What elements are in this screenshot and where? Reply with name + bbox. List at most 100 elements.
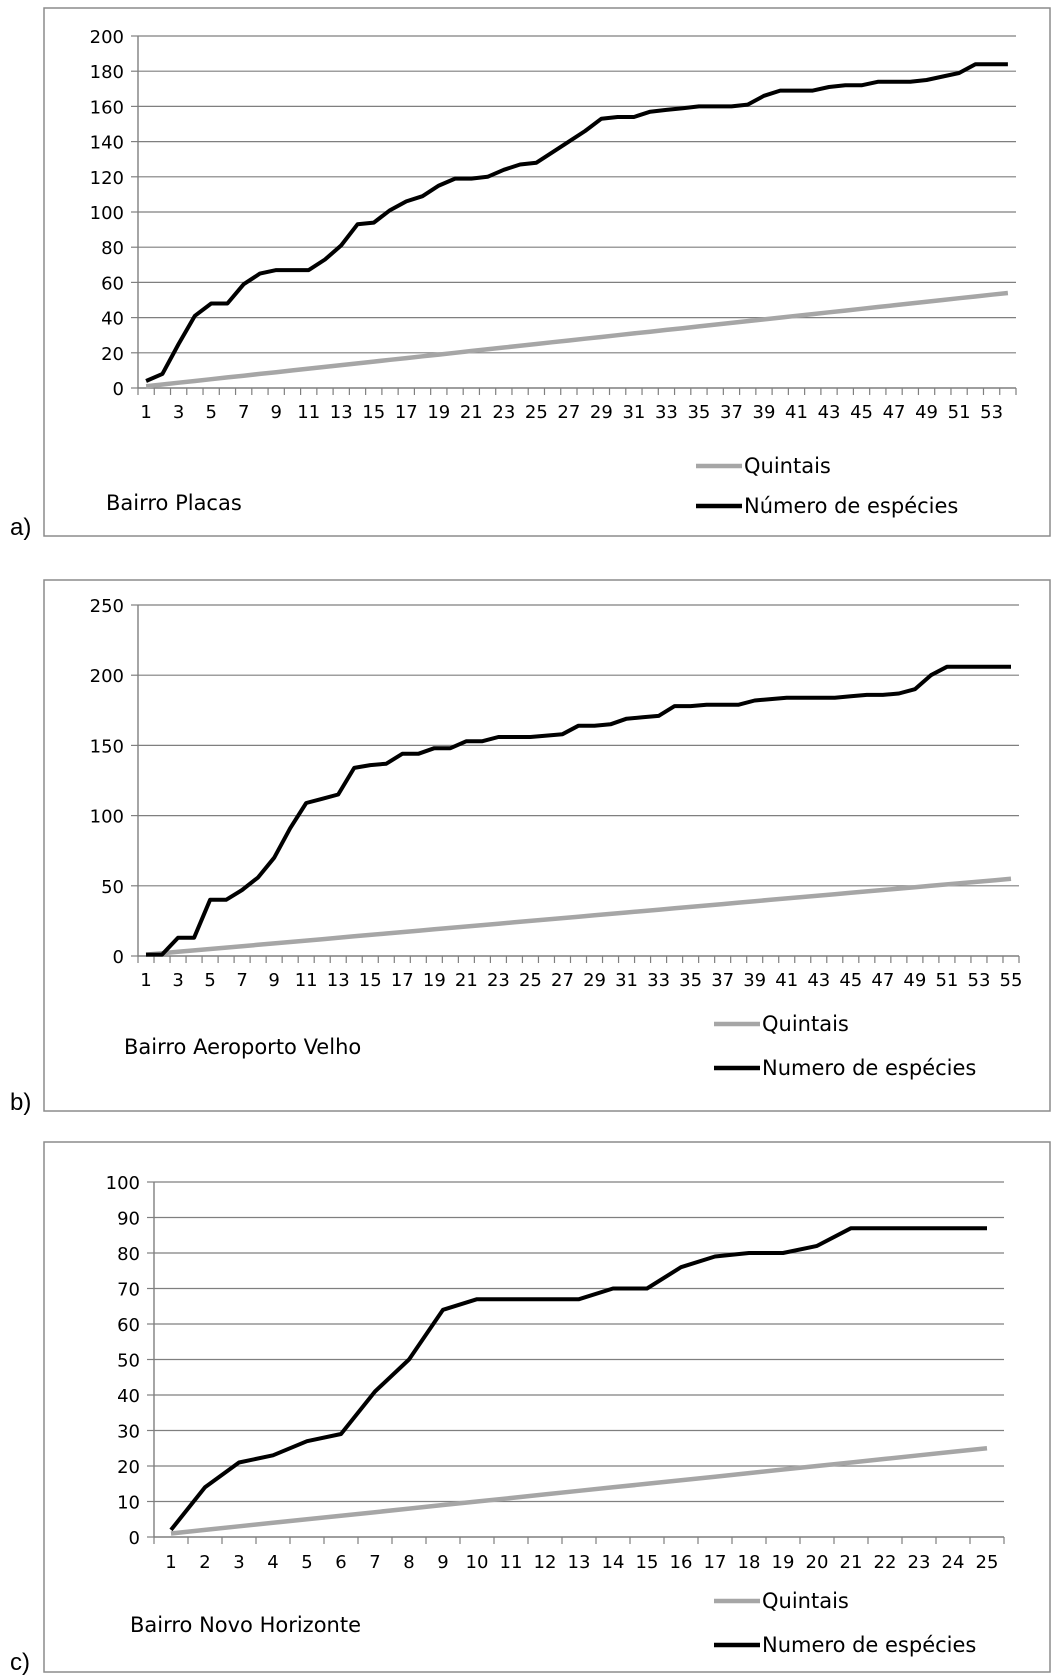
x-tick-label: 25 <box>525 402 548 423</box>
x-tick-label: 31 <box>615 970 638 991</box>
x-tick-label: 27 <box>557 402 580 423</box>
y-tick-label: 50 <box>117 1351 140 1372</box>
x-tick-label: 49 <box>903 970 926 991</box>
x-tick-label: 9 <box>268 970 279 991</box>
x-tick-label: 14 <box>602 1552 625 1573</box>
x-tick-label: 21 <box>460 402 483 423</box>
x-tick-label: 20 <box>806 1552 829 1573</box>
x-tick-label: 29 <box>590 402 613 423</box>
legend-label: Numero de espécies <box>762 1056 976 1080</box>
series-line-numero-especies <box>169 1226 987 1532</box>
x-tick-label: 9 <box>270 402 281 423</box>
y-tick-label: 80 <box>101 238 124 259</box>
y-tick-label: 150 <box>90 736 124 757</box>
legend-label: Quintais <box>762 1012 849 1036</box>
x-tick-label: 37 <box>711 970 734 991</box>
x-tick-label: 5 <box>205 402 216 423</box>
x-tick-label: 53 <box>980 402 1003 423</box>
x-tick-label: 33 <box>647 970 670 991</box>
y-tick-label: 160 <box>90 97 124 118</box>
series-line-numero-especies <box>146 664 1011 957</box>
x-tick-label: 25 <box>519 970 542 991</box>
series-line-quintais <box>170 1446 988 1536</box>
y-tick-label: 90 <box>117 1209 140 1230</box>
y-tick-label: 180 <box>90 62 124 83</box>
x-tick-label: 47 <box>883 402 906 423</box>
x-tick-label: 11 <box>500 1552 523 1573</box>
x-tick-label: 7 <box>238 402 249 423</box>
bairro-label: Bairro Aeroporto Velho <box>124 1035 361 1059</box>
y-tick-label: 60 <box>101 273 124 294</box>
x-tick-label: 29 <box>583 970 606 991</box>
panel-letter: b) <box>10 1089 31 1116</box>
y-tick-label: 80 <box>117 1244 140 1265</box>
chart-frame <box>43 1141 1051 1673</box>
y-tick-label: 100 <box>90 807 124 828</box>
x-tick-label: 47 <box>871 970 894 991</box>
legend-label: Número de espécies <box>744 494 958 518</box>
legend-label: Quintais <box>744 454 831 478</box>
y-tick-label: 100 <box>106 1173 140 1194</box>
panel-letter: a) <box>10 514 31 541</box>
y-tick-label: 60 <box>117 1315 140 1336</box>
x-tick-label: 11 <box>297 402 320 423</box>
x-tick-label: 37 <box>720 402 743 423</box>
x-tick-label: 45 <box>850 402 873 423</box>
x-tick-label: 17 <box>391 970 414 991</box>
x-tick-label: 4 <box>267 1552 278 1573</box>
series-line-quintais <box>145 876 1012 957</box>
x-tick-label: 23 <box>487 970 510 991</box>
y-tick-label: 0 <box>113 947 124 968</box>
x-tick-label: 35 <box>679 970 702 991</box>
bairro-label: Bairro Novo Horizonte <box>130 1613 361 1637</box>
x-tick-label: 19 <box>423 970 446 991</box>
x-tick-label: 10 <box>466 1552 489 1573</box>
x-tick-label: 19 <box>772 1552 795 1573</box>
x-tick-label: 39 <box>743 970 766 991</box>
y-tick-label: 20 <box>117 1457 140 1478</box>
x-tick-label: 23 <box>492 402 515 423</box>
x-tick-label: 45 <box>839 970 862 991</box>
x-tick-label: 12 <box>534 1552 557 1573</box>
x-tick-label: 18 <box>738 1552 761 1573</box>
x-tick-label: 53 <box>968 970 991 991</box>
y-tick-label: 40 <box>117 1386 140 1407</box>
x-tick-label: 13 <box>568 1552 591 1573</box>
x-tick-label: 7 <box>369 1552 380 1573</box>
x-tick-label: 15 <box>362 402 385 423</box>
x-tick-label: 25 <box>976 1552 999 1573</box>
y-tick-label: 100 <box>90 203 124 224</box>
x-tick-label: 55 <box>1000 970 1023 991</box>
legend-label: Numero de espécies <box>762 1633 976 1657</box>
y-tick-label: 200 <box>90 666 124 687</box>
y-tick-label: 20 <box>101 344 124 365</box>
x-tick-label: 22 <box>874 1552 897 1573</box>
x-tick-label: 24 <box>942 1552 965 1573</box>
series-line-quintais <box>145 290 1009 389</box>
x-tick-label: 15 <box>359 970 382 991</box>
x-tick-label: 17 <box>395 402 418 423</box>
x-tick-label: 2 <box>199 1552 210 1573</box>
x-tick-label: 5 <box>301 1552 312 1573</box>
y-tick-label: 0 <box>113 379 124 400</box>
bairro-label: Bairro Placas <box>106 491 242 515</box>
x-tick-label: 51 <box>948 402 971 423</box>
x-tick-label: 1 <box>140 402 151 423</box>
x-tick-label: 51 <box>935 970 958 991</box>
legend-label: Quintais <box>762 1589 849 1613</box>
x-tick-label: 31 <box>622 402 645 423</box>
x-tick-label: 3 <box>173 402 184 423</box>
chart-frame <box>43 7 1051 537</box>
x-tick-label: 43 <box>818 402 841 423</box>
x-tick-label: 41 <box>785 402 808 423</box>
y-tick-label: 0 <box>129 1528 140 1549</box>
x-tick-label: 9 <box>437 1552 448 1573</box>
chart-frame <box>43 579 1051 1112</box>
y-tick-label: 30 <box>117 1422 140 1443</box>
y-tick-label: 40 <box>101 309 124 330</box>
x-tick-label: 21 <box>455 970 478 991</box>
